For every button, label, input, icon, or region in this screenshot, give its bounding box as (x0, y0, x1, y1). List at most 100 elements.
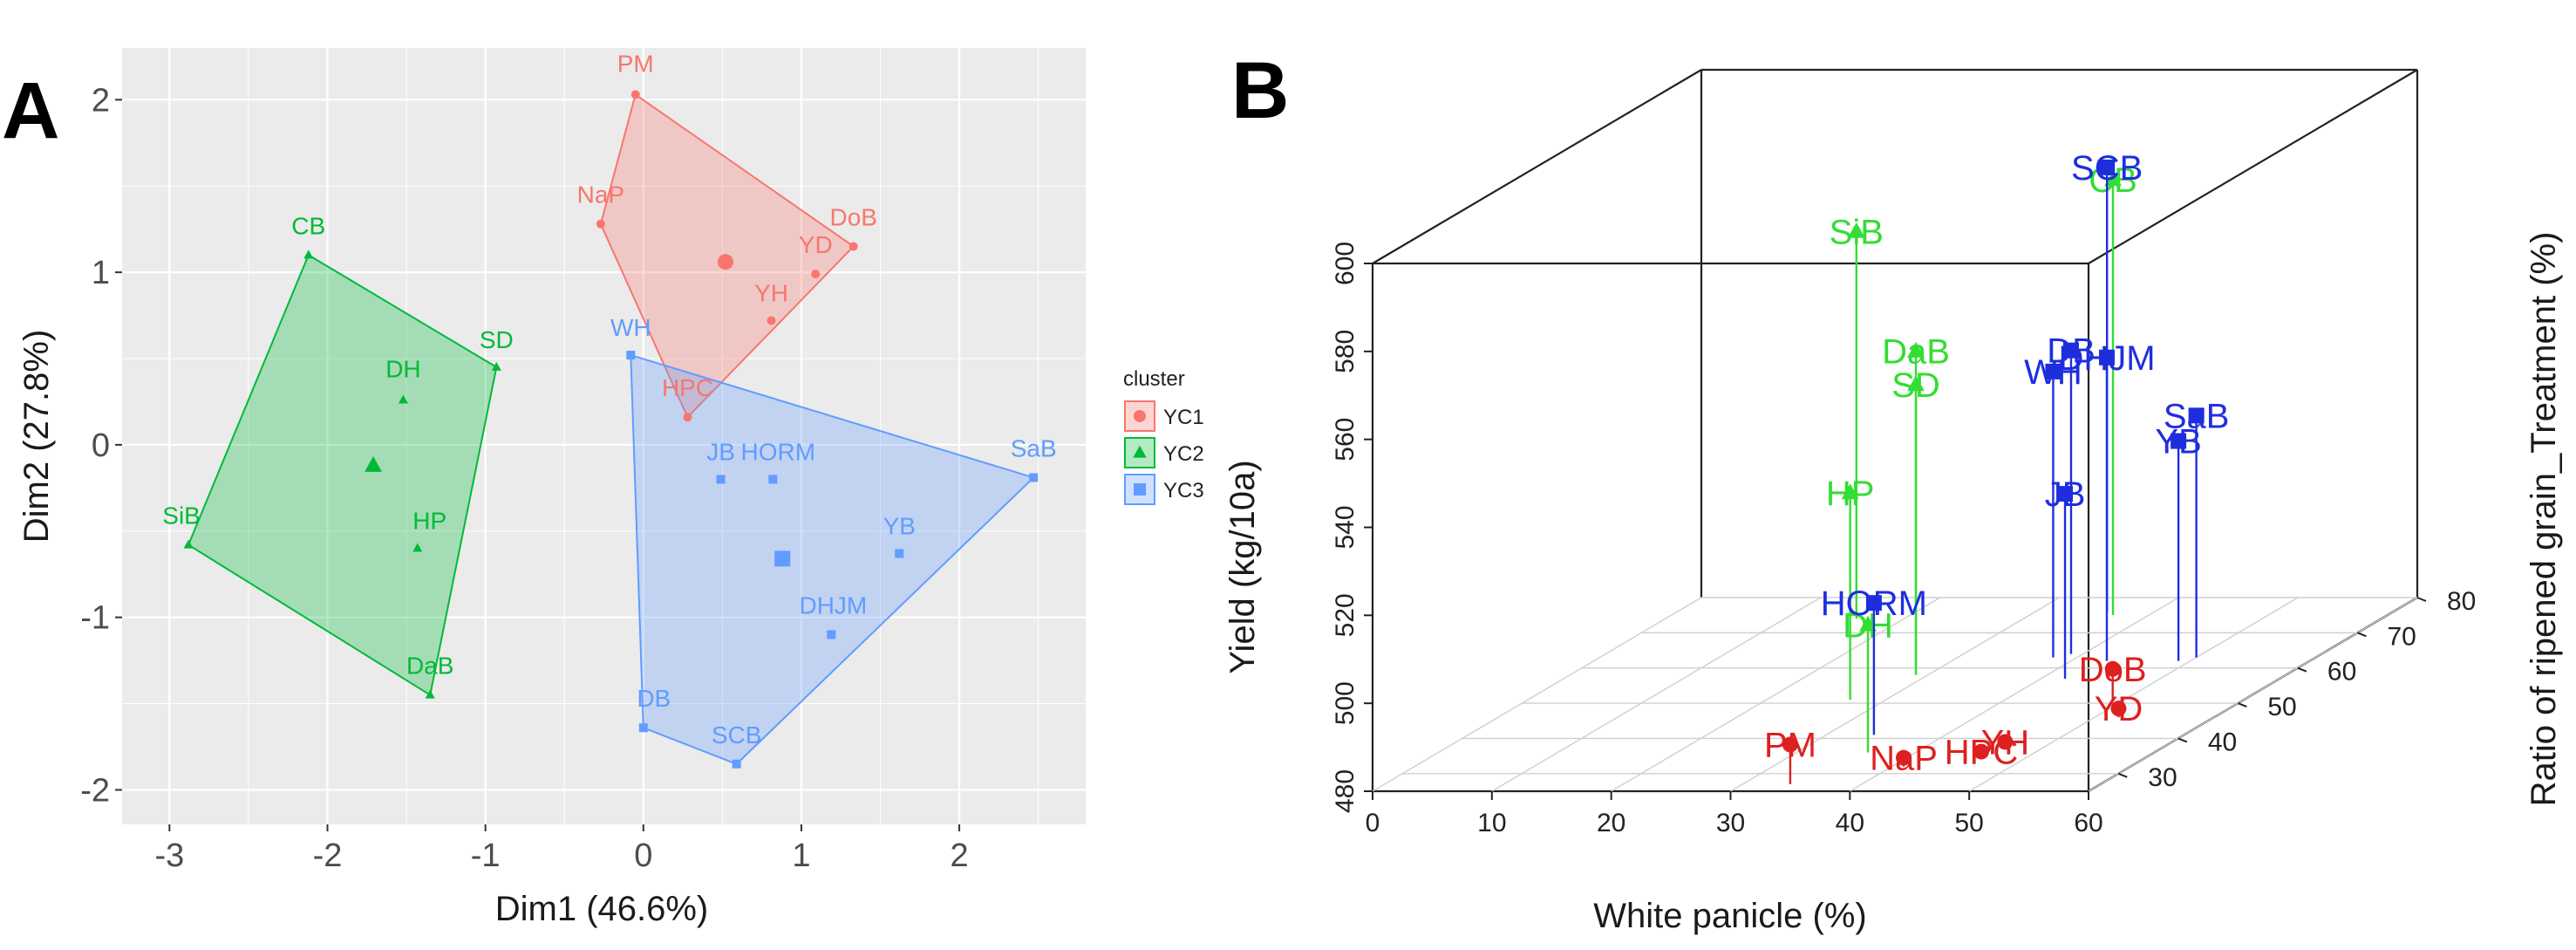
point-label: DoB (829, 203, 876, 230)
y-tick-label: 520 (1331, 593, 1360, 637)
point-label: YB (883, 512, 916, 539)
point-label: HP (412, 508, 446, 535)
z-tick-label: 60 (2327, 658, 2356, 687)
box-edge (2088, 69, 2418, 264)
point-label: YD (2095, 690, 2143, 728)
point-label: PM (617, 50, 654, 77)
cluster-centroid (717, 254, 733, 270)
data-point (1865, 595, 1882, 612)
legend-marker (1134, 483, 1146, 496)
point-label: HORM (741, 438, 816, 465)
point-label: PM (1764, 727, 1816, 765)
point-label: YB (2155, 423, 2201, 461)
point-label: SaB (2164, 397, 2230, 435)
z-tick-label: 80 (2447, 587, 2476, 616)
x-tick-label: 10 (1477, 809, 1506, 837)
point-label: YD (799, 231, 833, 258)
panel-a-plot-background (122, 48, 1086, 824)
data-point (1841, 483, 1859, 500)
floor-grid-line (2088, 597, 2418, 792)
y-tick-label: 500 (1331, 681, 1360, 725)
data-point (895, 549, 904, 558)
data-point (1895, 749, 1912, 766)
data-point (303, 249, 314, 259)
data-point (1973, 743, 1989, 760)
data-point (2099, 159, 2116, 175)
z-tick-label: 50 (2267, 693, 2296, 721)
y-tick-label: 0 (92, 427, 110, 464)
point-label: YH (754, 279, 788, 306)
data-point (2057, 486, 2074, 502)
data-point (767, 316, 776, 325)
panel-a-grid (122, 48, 1086, 824)
data-point (626, 351, 636, 360)
x-tick-label: -3 (154, 837, 184, 874)
data-point (732, 759, 741, 769)
data-point (1859, 615, 1877, 632)
x-tick-label: 0 (634, 837, 652, 874)
data-point (2099, 349, 2116, 366)
x-tick-label: 1 (792, 837, 810, 874)
panel-b-z-axis-title: Ratio of ripened grain_Treatment (%) (2525, 232, 2563, 807)
point-label: DHJM (2058, 339, 2155, 378)
z-tick-mark (2297, 666, 2307, 673)
data-point (2171, 433, 2187, 449)
data-point (1782, 736, 1798, 753)
box-edge (1372, 69, 1702, 264)
y-tick-label: 560 (1331, 418, 1360, 461)
data-point (1847, 222, 1865, 238)
point-label: NaP (1870, 740, 1938, 778)
point-label: HORM (1821, 584, 1927, 623)
x-tick-label: -2 (313, 837, 343, 874)
data-point (848, 242, 858, 251)
y-tick-label: 2 (92, 82, 110, 119)
point-label: DHJM (799, 591, 867, 619)
y-tick-label: 480 (1331, 769, 1360, 813)
panel-b-points: SiBDaBSDHPDHCBSCBDBWHDHJMSaBYBJBHORMDoBY… (1764, 149, 2230, 784)
point-label: YH (1981, 723, 2030, 762)
data-point (2062, 342, 2079, 359)
floor-grid-line (1730, 597, 2060, 792)
data-point (630, 90, 640, 99)
x-tick-label: 30 (1716, 809, 1745, 837)
cluster-centroid (365, 455, 382, 472)
y-tick-label: 580 (1331, 330, 1360, 373)
z-tick-label: 40 (2208, 728, 2237, 756)
point-label: SaB (1011, 434, 1057, 461)
point-label: CB (291, 212, 325, 239)
y-tick-label: 600 (1331, 242, 1360, 285)
point-label: HPC (662, 374, 713, 401)
x-tick-label: 50 (1954, 809, 1983, 837)
point-label: HPC (1945, 734, 2018, 772)
z-tick-mark (2177, 737, 2188, 743)
legend-label: YC3 (1163, 479, 1204, 502)
point-label: SCB (712, 721, 762, 748)
data-point (596, 219, 605, 229)
data-point (2188, 407, 2205, 424)
legend-marker (1134, 410, 1146, 422)
data-point (1029, 473, 1039, 482)
panel-b-ticks: 0 10 20 30 40 50 60 480 500 520 540 560 580 600 30 40 50… (1331, 242, 2476, 837)
point-label: SD (480, 326, 514, 353)
y-tick-label: 540 (1331, 505, 1360, 549)
data-point (683, 413, 692, 422)
legend-label: YC2 (1163, 442, 1204, 466)
panel-b-3d-scatter: 0 10 20 30 40 50 60 480 500 520 540 560 580 600 30 40 50… (1223, 68, 2563, 935)
floor-grid-line (1611, 597, 1941, 792)
data-point (183, 539, 194, 549)
data-point (811, 270, 821, 279)
floor-grid-line (1491, 597, 1822, 792)
data-point (412, 543, 423, 552)
data-point (2104, 170, 2122, 187)
z-tick-label: 30 (2148, 763, 2177, 792)
point-label: DaB (406, 653, 453, 680)
data-point (2110, 701, 2127, 717)
point-label: WH (610, 314, 651, 341)
panel-b-letter: B (1231, 46, 1289, 135)
z-tick-mark (2416, 597, 2427, 602)
data-point (2045, 363, 2061, 379)
point-label: SiB (162, 502, 201, 530)
data-point (768, 475, 778, 484)
x-tick-label: -1 (471, 837, 501, 874)
